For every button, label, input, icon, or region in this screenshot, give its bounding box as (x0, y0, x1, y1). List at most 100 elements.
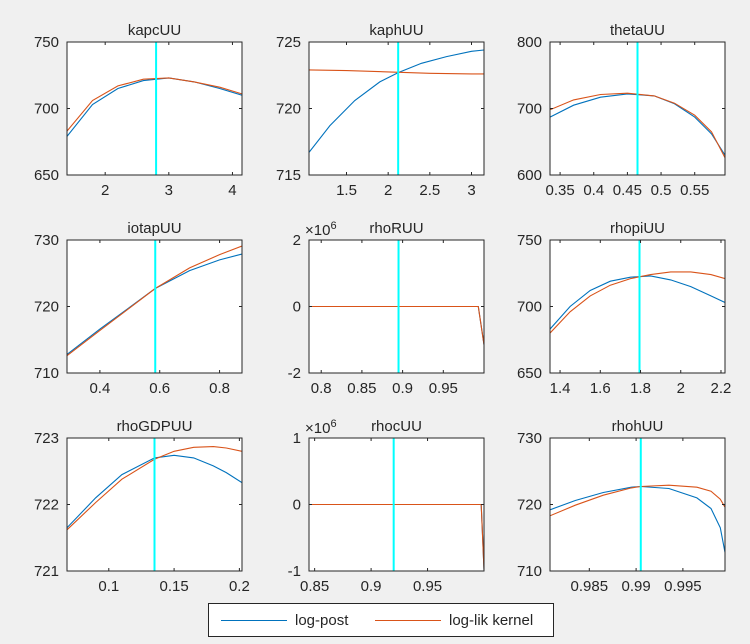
x-tick-label: 0.985 (571, 578, 609, 595)
x-tick-label: 2 (101, 182, 109, 199)
subplot-rhohUU: 0.985 0.99 0.995 710 720 730 rhohUU (517, 418, 726, 595)
x-tick-label: 0.8 (209, 380, 230, 397)
y-tick-label: 710 (34, 365, 59, 382)
legend-label-log-lik-kernel: log-lik kernel (449, 611, 534, 629)
x-tick-label: 0.4 (89, 380, 110, 397)
y-tick-label: 700 (517, 299, 542, 316)
y-exponent-power: 6 (330, 418, 336, 430)
y-tick-label: 720 (34, 299, 59, 316)
plot-area (550, 240, 725, 373)
y-tick-label: 722 (34, 497, 59, 514)
series-line-log-post (550, 485, 725, 553)
y-tick-label: 0 (293, 497, 301, 514)
legend-swatch-log-lik-kernel (375, 619, 441, 621)
x-tick-label: 0.1 (98, 578, 119, 595)
y-tick-label: 800 (517, 34, 542, 51)
x-tick-label: 0.6 (149, 380, 170, 397)
x-tick-label: 0.85 (347, 380, 376, 397)
x-tick-label: 0.55 (680, 182, 709, 199)
subplot-kapcUU: 2 3 4 650 700 750 kapcUU (34, 22, 243, 199)
plot-area (67, 42, 242, 175)
y-tick-label: 720 (276, 101, 301, 118)
series-line-log-lik-kernel (550, 271, 725, 334)
y-tick-label: -1 (288, 563, 301, 580)
y-tick-label: 700 (34, 101, 59, 118)
x-tick-label: 0.995 (664, 578, 702, 595)
y-tick-label: 0 (293, 299, 301, 316)
subplot-title: rhopiUU (610, 220, 665, 237)
x-tick-label: 0.9 (361, 578, 382, 595)
subplot-title: iotapUU (127, 220, 181, 237)
y-tick-label: 700 (517, 101, 542, 118)
legend: log-post log-lik kernel (208, 603, 554, 637)
x-tick-label: 0.4 (583, 182, 604, 199)
subplot-rhocUU: 0.85 0.9 0.95 -1 0 1 rhocUU ×106 (288, 418, 485, 595)
legend-item-log-post: log-post (221, 604, 348, 636)
x-tick-label: 0.5 (651, 182, 672, 199)
x-tick-label: 0.95 (429, 380, 458, 397)
subplot-rhopiUU: 1.4 1.6 1.8 2 2.2 650 700 750 rhopiUU (517, 220, 731, 397)
x-tick-label: 0.95 (413, 578, 442, 595)
x-tick-label: 3 (165, 182, 173, 199)
x-tick-label: 0.45 (613, 182, 642, 199)
plot-area (550, 438, 725, 571)
y-tick-label: 750 (34, 34, 59, 51)
plot-area (309, 42, 484, 175)
subplot-title: rhoRUU (369, 220, 423, 237)
series-line-log-lik-kernel (309, 305, 484, 345)
subplot-iotapUU: 0.4 0.6 0.8 710 720 730 iotapUU (34, 220, 243, 397)
y-exponent-power: 6 (330, 220, 336, 232)
x-tick-label: 3 (467, 182, 475, 199)
legend-item-log-lik-kernel: log-lik kernel (375, 604, 533, 636)
y-tick-label: 730 (34, 232, 59, 249)
legend-swatch-log-post (221, 619, 287, 621)
y-tick-label: 730 (517, 430, 542, 447)
x-tick-label: 0.8 (311, 380, 332, 397)
x-tick-label: 0.2 (229, 578, 250, 595)
subplot-rhoGDPUU: 0.1 0.15 0.2 721 722 723 rhoGDPUU (34, 418, 250, 595)
series-line-log-lik-kernel (550, 484, 725, 517)
x-tick-label: 0.9 (392, 380, 413, 397)
x-tick-label: 2 (384, 182, 392, 199)
y-tick-label: 710 (517, 563, 542, 580)
y-tick-label: -2 (288, 365, 301, 382)
x-tick-label: 2.2 (711, 380, 732, 397)
subplot-title: kapcUU (128, 22, 181, 39)
subplot-title: rhohUU (612, 418, 664, 435)
x-tick-label: 2.5 (419, 182, 440, 199)
series-line-log-lik-kernel (309, 69, 484, 75)
x-tick-label: 0.85 (300, 578, 329, 595)
y-tick-label: 720 (517, 497, 542, 514)
y-tick-label: 721 (34, 563, 59, 580)
y-tick-label: 723 (34, 430, 59, 447)
y-tick-label: 725 (276, 34, 301, 51)
subplot-thetaUU: 0.35 0.4 0.45 0.5 0.55 600 700 800 thetaUU (517, 22, 726, 199)
x-tick-label: 0.99 (621, 578, 650, 595)
y-exponent-label: ×106 (305, 220, 337, 239)
subplot-title: rhoGDPUU (117, 418, 193, 435)
y-tick-label: 750 (517, 232, 542, 249)
subplot-kaphUU: 1.5 2 2.5 3 715 720 725 kaphUU (276, 22, 485, 199)
x-tick-label: 4 (228, 182, 236, 199)
x-tick-label: 1.8 (630, 380, 651, 397)
series-line-log-lik-kernel (550, 92, 725, 158)
x-tick-label: 1.6 (590, 380, 611, 397)
legend-label-log-post: log-post (295, 611, 349, 629)
y-tick-label: 600 (517, 167, 542, 184)
x-tick-label: 1.5 (336, 182, 357, 199)
subplot-title: rhocUU (371, 418, 422, 435)
y-tick-label: 715 (276, 167, 301, 184)
y-tick-label: 650 (517, 365, 542, 382)
y-tick-label: 650 (34, 167, 59, 184)
subplot-rhoRUU: 0.8 0.85 0.9 0.95 -2 0 2 rhoRUU ×106 (288, 220, 485, 397)
x-tick-label: 2 (677, 380, 685, 397)
x-tick-label: 0.15 (159, 578, 188, 595)
series-line-log-lik-kernel (67, 446, 242, 531)
x-tick-label: 0.35 (545, 182, 574, 199)
series-line-log-post (67, 454, 242, 529)
y-tick-label: 2 (293, 232, 301, 249)
subplot-title: kaphUU (369, 22, 423, 39)
subplot-title: thetaUU (610, 22, 665, 39)
y-exponent-label: ×106 (305, 418, 337, 437)
